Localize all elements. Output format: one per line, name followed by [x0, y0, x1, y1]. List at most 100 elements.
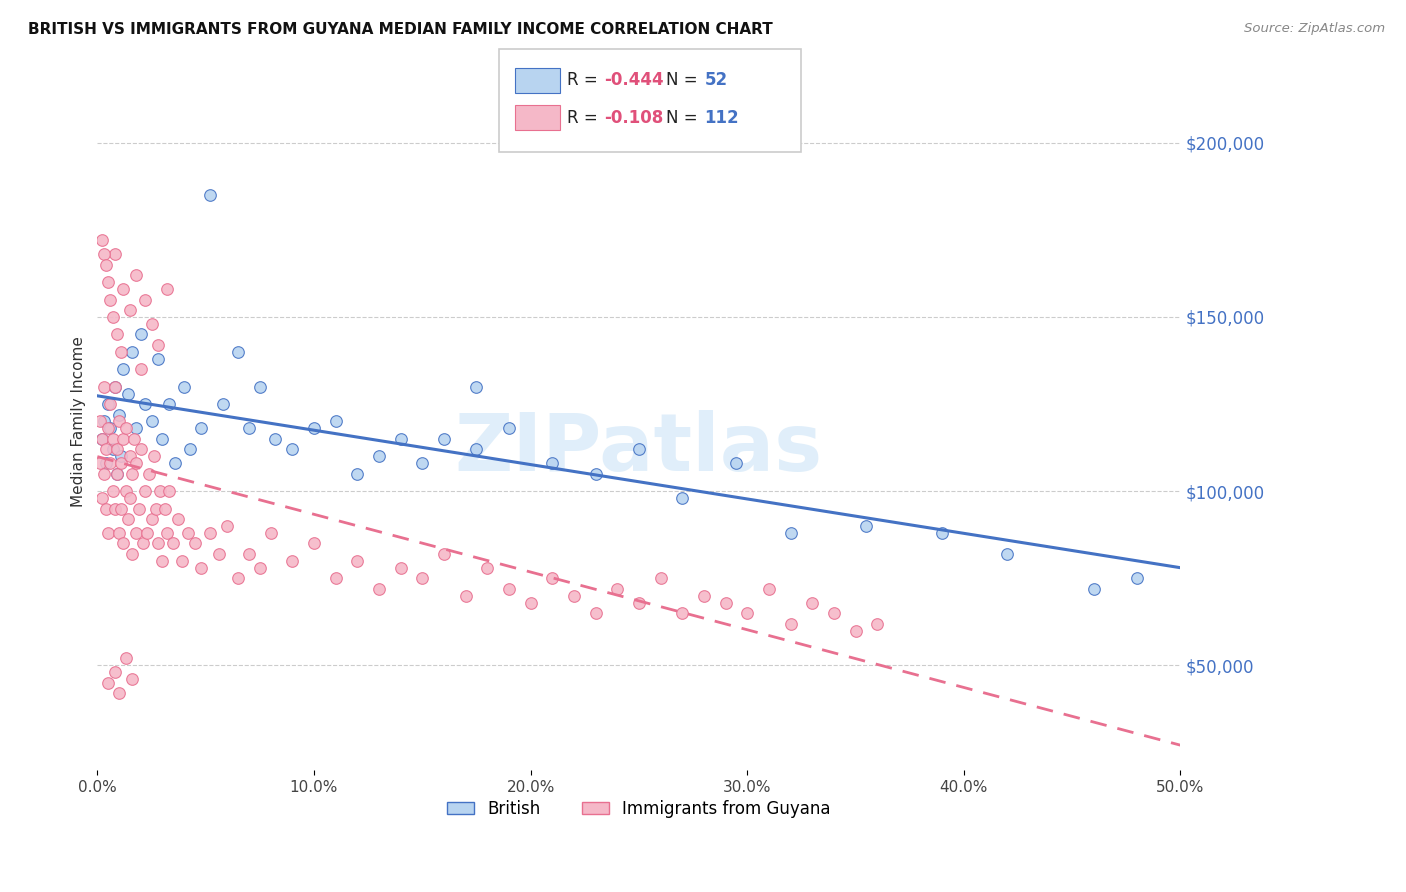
Point — [302, 421, 325, 435]
Point — [104, 379, 127, 393]
Point — [108, 415, 131, 429]
Point — [368, 450, 391, 464]
Point — [93, 415, 115, 429]
Point — [165, 456, 187, 470]
Point — [162, 536, 184, 550]
Point — [249, 379, 271, 393]
Point — [101, 310, 124, 324]
Point — [190, 421, 212, 435]
Point — [94, 501, 117, 516]
Point — [94, 258, 117, 272]
Point — [105, 327, 128, 342]
Point — [134, 484, 156, 499]
Point — [433, 547, 456, 561]
Point — [226, 344, 249, 359]
Point — [141, 317, 163, 331]
Point — [302, 536, 325, 550]
Point — [134, 293, 156, 307]
Point — [177, 526, 200, 541]
Point — [141, 415, 163, 429]
Point — [173, 379, 195, 393]
Point — [94, 456, 117, 470]
Text: N =: N = — [666, 109, 703, 127]
Point — [110, 344, 132, 359]
Point — [325, 415, 347, 429]
Point — [541, 571, 564, 585]
Point — [97, 526, 120, 541]
Point — [855, 519, 877, 533]
Point — [105, 467, 128, 481]
Point — [134, 397, 156, 411]
Text: -0.444: -0.444 — [605, 71, 664, 89]
Point — [118, 450, 141, 464]
Y-axis label: Median Family Income: Median Family Income — [72, 336, 86, 507]
Point — [866, 616, 889, 631]
Point — [121, 467, 143, 481]
Point — [156, 282, 179, 296]
Point — [117, 386, 139, 401]
Text: ZIPatlas: ZIPatlas — [454, 410, 823, 488]
Point — [128, 501, 150, 516]
Point — [104, 379, 127, 393]
Point — [585, 606, 607, 620]
Point — [118, 491, 141, 505]
Point — [146, 338, 169, 352]
Point — [125, 421, 148, 435]
Point — [98, 421, 121, 435]
Point — [146, 351, 169, 366]
Point — [108, 408, 131, 422]
Text: -0.108: -0.108 — [605, 109, 664, 127]
Point — [89, 415, 111, 429]
Point — [136, 526, 159, 541]
Point — [97, 275, 120, 289]
Point — [650, 571, 672, 585]
Point — [121, 344, 143, 359]
Point — [145, 501, 167, 516]
Point — [101, 484, 124, 499]
Point — [671, 606, 693, 620]
Point — [170, 554, 193, 568]
Point — [346, 554, 368, 568]
Point — [149, 484, 172, 499]
Point — [1083, 582, 1105, 596]
Point — [118, 302, 141, 317]
Point — [226, 571, 249, 585]
Point — [498, 421, 520, 435]
Point — [121, 547, 143, 561]
Point — [779, 526, 801, 541]
Point — [411, 456, 433, 470]
Point — [465, 379, 488, 393]
Point — [714, 596, 737, 610]
Point — [454, 589, 477, 603]
Point — [114, 421, 136, 435]
Point — [519, 596, 541, 610]
Text: BRITISH VS IMMIGRANTS FROM GUYANA MEDIAN FAMILY INCOME CORRELATION CHART: BRITISH VS IMMIGRANTS FROM GUYANA MEDIAN… — [28, 22, 773, 37]
Point — [89, 456, 111, 470]
Point — [110, 501, 132, 516]
Point — [138, 467, 160, 481]
Point — [110, 450, 132, 464]
Point — [498, 582, 520, 596]
Point — [125, 456, 148, 470]
Point — [129, 442, 152, 457]
Point — [465, 442, 488, 457]
Point — [725, 456, 748, 470]
Point — [104, 247, 127, 261]
Point — [157, 484, 180, 499]
Point — [238, 421, 260, 435]
Point — [477, 561, 499, 575]
Point — [281, 554, 304, 568]
Point — [112, 282, 135, 296]
Point — [93, 379, 115, 393]
Legend: British, Immigrants from Guyana: British, Immigrants from Guyana — [440, 793, 838, 824]
Point — [114, 484, 136, 499]
Point — [90, 491, 112, 505]
Point — [411, 571, 433, 585]
Point — [562, 589, 585, 603]
Point — [844, 624, 866, 638]
Point — [125, 526, 148, 541]
Point — [142, 450, 165, 464]
Point — [150, 554, 173, 568]
Text: 52: 52 — [704, 71, 727, 89]
Point — [156, 526, 179, 541]
